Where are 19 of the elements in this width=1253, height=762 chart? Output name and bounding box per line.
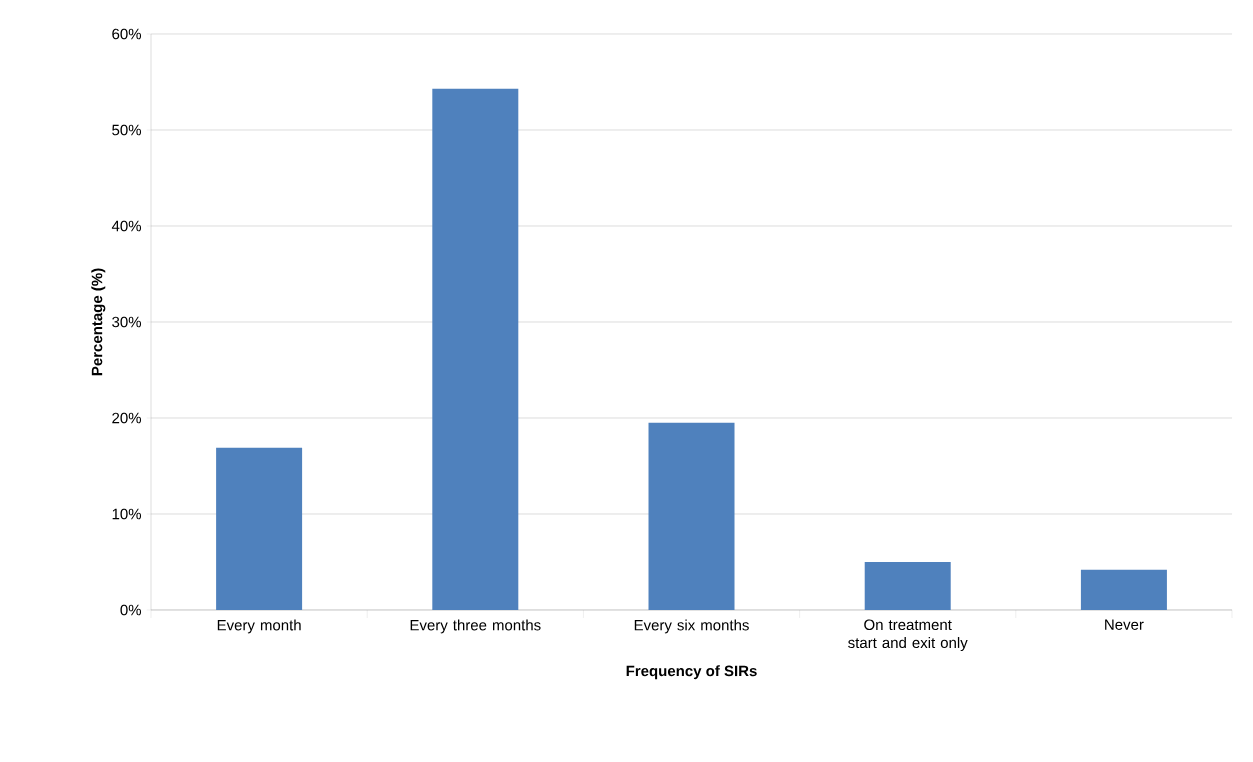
- y-axis-title: Percentage (%): [91, 268, 106, 376]
- x-tick-label: On treatment start and exit only: [848, 619, 968, 652]
- y-tick-label: 30%: [112, 316, 142, 328]
- x-axis-title: Frequency of SIRs: [626, 665, 757, 680]
- y-tick-label: 0%: [120, 604, 142, 616]
- x-tick-label: Every six months: [634, 619, 749, 634]
- y-tick-label: 10%: [112, 508, 142, 520]
- y-tick-label: 50%: [112, 124, 142, 136]
- y-tick-label: 20%: [112, 412, 142, 424]
- x-tick-label: Never: [1105, 619, 1144, 630]
- x-tick-label: Every three months: [410, 619, 541, 634]
- bar: [864, 561, 951, 610]
- bar: [216, 447, 303, 610]
- y-tick-label: 60%: [112, 28, 142, 40]
- bar: [648, 422, 735, 610]
- y-tick-label: 40%: [111, 220, 142, 232]
- x-tick-label: Every month: [217, 619, 301, 634]
- bar: [1080, 569, 1167, 610]
- bar: [432, 88, 519, 610]
